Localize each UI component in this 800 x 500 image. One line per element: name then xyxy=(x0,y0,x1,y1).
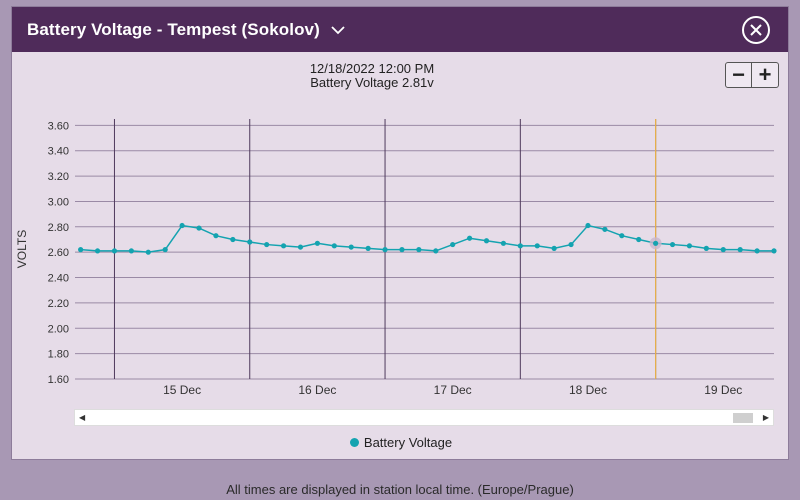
zoom-in-button[interactable]: + xyxy=(758,62,772,87)
data-point xyxy=(619,233,625,239)
chevron-down-icon[interactable] xyxy=(330,22,346,38)
data-point xyxy=(162,247,168,253)
data-point xyxy=(534,243,540,249)
data-point xyxy=(636,236,642,243)
y-tick-label: 3.00 xyxy=(48,196,69,208)
data-point xyxy=(602,226,608,232)
y-tick-label: 3.60 xyxy=(48,120,69,132)
data-point xyxy=(416,247,422,253)
x-tick-label: 18 Dec xyxy=(569,383,607,397)
data-point xyxy=(145,249,151,255)
zoom-out-button[interactable]: − xyxy=(726,63,752,87)
data-point xyxy=(196,225,202,231)
data-point xyxy=(585,222,591,229)
x-tick-label: 15 Dec xyxy=(163,383,201,397)
data-point xyxy=(450,241,456,248)
zoom-controls: − + xyxy=(725,62,779,88)
scrollbar-thumb[interactable] xyxy=(733,413,753,423)
timezone-note: All times are displayed in station local… xyxy=(226,482,574,497)
data-point xyxy=(433,248,439,254)
y-tick-label: 2.80 xyxy=(48,222,69,234)
data-point xyxy=(365,245,371,251)
chart-modal: Battery Voltage - Tempest (Sokolov) 12/1… xyxy=(11,6,789,460)
data-point xyxy=(653,240,659,246)
legend-label: Battery Voltage xyxy=(363,435,453,450)
data-point xyxy=(771,248,777,254)
y-tick-label: 1.60 xyxy=(48,374,69,386)
data-point xyxy=(297,244,304,250)
data-point xyxy=(686,243,693,249)
y-tick-label: 2.40 xyxy=(48,273,69,285)
chart-scrollbar[interactable]: ◀ ▶ xyxy=(74,409,774,426)
y-tick-label: 3.20 xyxy=(48,171,69,183)
chart-legend[interactable]: Battery Voltage xyxy=(12,435,790,450)
data-point xyxy=(399,247,405,253)
tooltip-value: Battery Voltage 2.81v xyxy=(310,75,434,90)
data-point xyxy=(264,241,270,248)
data-point xyxy=(78,247,84,253)
y-tick-label: 2.00 xyxy=(48,323,69,335)
data-point xyxy=(483,238,490,244)
data-point xyxy=(94,248,101,254)
data-point xyxy=(500,240,507,246)
y-tick-label: 3.40 xyxy=(48,146,69,158)
y-tick-label: 1.80 xyxy=(48,349,69,361)
data-point xyxy=(280,243,287,249)
hover-tooltip: 12/18/2022 12:00 PM Battery Voltage 2.81… xyxy=(12,62,732,90)
y-axis-title: VOLTS xyxy=(15,230,29,268)
close-button[interactable] xyxy=(742,16,770,44)
data-point xyxy=(568,241,574,248)
data-point xyxy=(348,244,354,250)
data-point xyxy=(720,247,726,253)
data-point xyxy=(128,248,134,254)
data-point xyxy=(331,243,337,249)
data-point xyxy=(517,243,523,249)
legend-marker xyxy=(349,438,359,447)
data-point xyxy=(382,247,388,253)
modal-header: Battery Voltage - Tempest (Sokolov) xyxy=(12,7,788,52)
data-point xyxy=(230,236,236,243)
data-point xyxy=(111,248,118,254)
data-point xyxy=(179,222,185,229)
x-tick-label: 16 Dec xyxy=(298,383,336,397)
data-point xyxy=(314,240,320,246)
x-tick-label: 19 Dec xyxy=(704,383,742,397)
series-line xyxy=(80,224,774,253)
scroll-right-arrow-icon[interactable]: ▶ xyxy=(762,413,769,422)
modal-title[interactable]: Battery Voltage - Tempest (Sokolov) xyxy=(27,19,320,39)
close-icon xyxy=(750,24,762,36)
y-tick-label: 2.20 xyxy=(48,298,69,310)
battery-voltage-chart[interactable]: 1.60 1.80 2.00 2.20 2.40 2.60 2.80 3.00 3.20 3.40… xyxy=(12,7,790,407)
data-point xyxy=(213,233,219,239)
x-tick-label: 17 Dec xyxy=(434,383,472,397)
data-point xyxy=(247,239,253,245)
y-tick-label: 2.60 xyxy=(48,247,69,259)
scroll-left-arrow-icon[interactable]: ◀ xyxy=(79,413,86,422)
data-point xyxy=(737,247,743,253)
tooltip-datetime: 12/18/2022 12:00 PM xyxy=(309,61,435,76)
data-point xyxy=(703,245,709,251)
data-point xyxy=(466,235,473,241)
data-point xyxy=(754,248,760,254)
data-point xyxy=(551,245,557,251)
data-point xyxy=(669,241,676,248)
